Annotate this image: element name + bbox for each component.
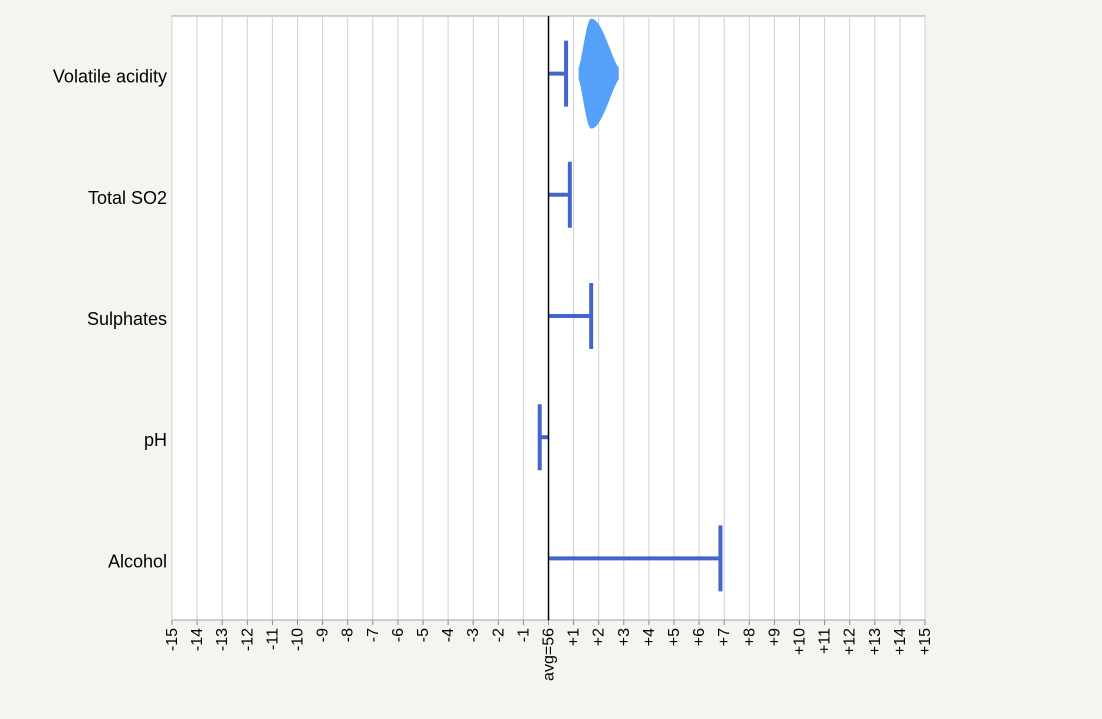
contribution-bar [548,525,723,592]
category-label: Alcohol [108,551,167,571]
x-tick-label: -5 [415,628,432,642]
x-tick-label: +7 [716,628,733,646]
x-tick-label: -4 [440,628,457,642]
category-labels: Volatile acidity Total SO2 Sulphates pH Alco… [53,67,167,572]
x-tick-label: -6 [390,628,407,642]
distribution-violin [578,18,619,129]
x-tick-label: -12 [239,628,256,651]
x-tick-label: +8 [741,628,758,646]
x-tick-label: -7 [365,628,382,642]
x-tick-label: +4 [641,628,658,646]
x-tick-label: +9 [766,628,783,646]
x-tick-label: +10 [792,628,809,655]
x-tick-label: -2 [490,628,507,642]
x-tick-label: avg=56 [541,628,558,681]
x-tick-label: +11 [817,628,834,654]
chart-marks [537,18,723,592]
contribution-bar [548,40,569,107]
contribution-bar [548,161,572,228]
x-tick-label: +5 [666,628,683,646]
x-tick-label: -10 [290,628,307,651]
x-tick-label: +14 [892,628,909,655]
category-label: pH [144,430,167,450]
x-tick-label: -11 [264,628,281,650]
x-tick-label: +2 [591,628,608,646]
category-label: Volatile acidity [53,67,167,87]
category-label: Sulphates [87,309,167,329]
x-tick-label: +3 [616,628,633,646]
x-tick-label: +6 [691,628,708,646]
category-label: Total SO2 [88,188,167,208]
x-tick-label: +13 [867,628,884,655]
x-tick-label: +1 [566,628,583,646]
x-tick-label: -1 [515,628,532,642]
x-tick-label: -8 [340,628,357,642]
x-tick-label: +15 [917,628,934,655]
x-tick-label: -13 [214,628,231,651]
x-tick-label: -9 [315,628,332,642]
x-tick-label: -14 [189,628,206,651]
x-tick-label: -3 [465,628,482,642]
contribution-bar [548,283,594,349]
x-tick-label: +12 [842,628,859,655]
x-axis-ticks: -15 -14 -13 -12 -11 -10 -9 -8 -7 -6 -5 -4 -3 -2 -1 avg=… [164,620,934,681]
grid-lines [171,16,926,620]
x-tick-label: -15 [164,628,181,651]
contribution-bar [537,404,549,471]
